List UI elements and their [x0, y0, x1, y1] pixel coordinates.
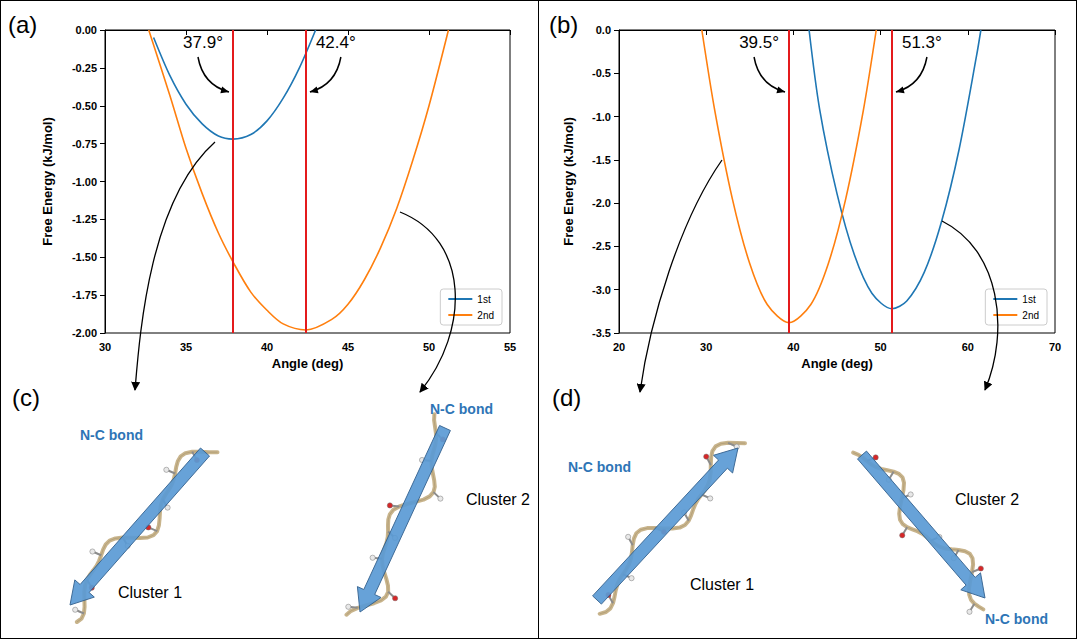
svg-text:(a): (a) — [8, 11, 37, 38]
svg-text:39.5°: 39.5° — [739, 33, 779, 52]
svg-text:N-C bond: N-C bond — [80, 427, 143, 443]
svg-text:-2.5: -2.5 — [592, 240, 611, 252]
svg-text:-2.00: -2.00 — [72, 327, 97, 339]
svg-text:-1.25: -1.25 — [72, 213, 97, 225]
svg-text:50: 50 — [874, 341, 886, 353]
svg-text:30: 30 — [700, 341, 712, 353]
svg-text:Angle (deg): Angle (deg) — [272, 356, 344, 371]
svg-text:2nd: 2nd — [477, 310, 494, 321]
svg-text:(d): (d) — [552, 384, 581, 411]
svg-text:2nd: 2nd — [1022, 310, 1039, 321]
svg-text:50: 50 — [423, 341, 435, 353]
svg-text:42.4°: 42.4° — [316, 33, 356, 52]
svg-text:-0.50: -0.50 — [72, 100, 97, 112]
svg-text:1st: 1st — [477, 294, 491, 305]
svg-text:Cluster 1: Cluster 1 — [118, 584, 182, 601]
svg-text:Cluster 2: Cluster 2 — [955, 491, 1019, 508]
svg-text:0.00: 0.00 — [76, 24, 97, 36]
svg-text:51.3°: 51.3° — [902, 33, 942, 52]
svg-text:1st: 1st — [1022, 294, 1036, 305]
svg-text:55: 55 — [504, 341, 516, 353]
svg-text:(c): (c) — [12, 384, 40, 411]
svg-text:-0.75: -0.75 — [72, 138, 97, 150]
svg-text:40: 40 — [787, 341, 799, 353]
svg-text:40: 40 — [261, 341, 273, 353]
svg-text:N-C bond: N-C bond — [568, 459, 631, 475]
svg-text:-3.0: -3.0 — [592, 284, 611, 296]
svg-text:N-C bond: N-C bond — [430, 401, 493, 417]
svg-text:60: 60 — [962, 341, 974, 353]
svg-text:45: 45 — [342, 341, 354, 353]
svg-text:20: 20 — [613, 341, 625, 353]
svg-text:Free Energy (kJ/mol): Free Energy (kJ/mol) — [40, 117, 55, 246]
svg-text:-0.5: -0.5 — [592, 67, 611, 79]
svg-text:35: 35 — [180, 341, 192, 353]
svg-text:(b): (b) — [549, 11, 578, 38]
svg-text:Angle (deg): Angle (deg) — [801, 356, 873, 371]
svg-text:70: 70 — [1049, 341, 1061, 353]
svg-text:Cluster 1: Cluster 1 — [690, 576, 754, 593]
svg-text:0.0: 0.0 — [596, 24, 611, 36]
svg-text:-1.0: -1.0 — [592, 111, 611, 123]
svg-text:-1.50: -1.50 — [72, 251, 97, 263]
svg-text:-3.5: -3.5 — [592, 327, 611, 339]
svg-text:Cluster 2: Cluster 2 — [466, 491, 530, 508]
svg-text:37.9°: 37.9° — [183, 33, 223, 52]
svg-text:-1.5: -1.5 — [592, 154, 611, 166]
svg-text:Free Energy (kJ/mol): Free Energy (kJ/mol) — [561, 117, 576, 246]
svg-text:30: 30 — [99, 341, 111, 353]
svg-text:-1.75: -1.75 — [72, 289, 97, 301]
svg-text:N-C bond: N-C bond — [985, 611, 1048, 627]
svg-text:-2.0: -2.0 — [592, 197, 611, 209]
svg-text:-0.25: -0.25 — [72, 62, 97, 74]
svg-text:-1.00: -1.00 — [72, 176, 97, 188]
